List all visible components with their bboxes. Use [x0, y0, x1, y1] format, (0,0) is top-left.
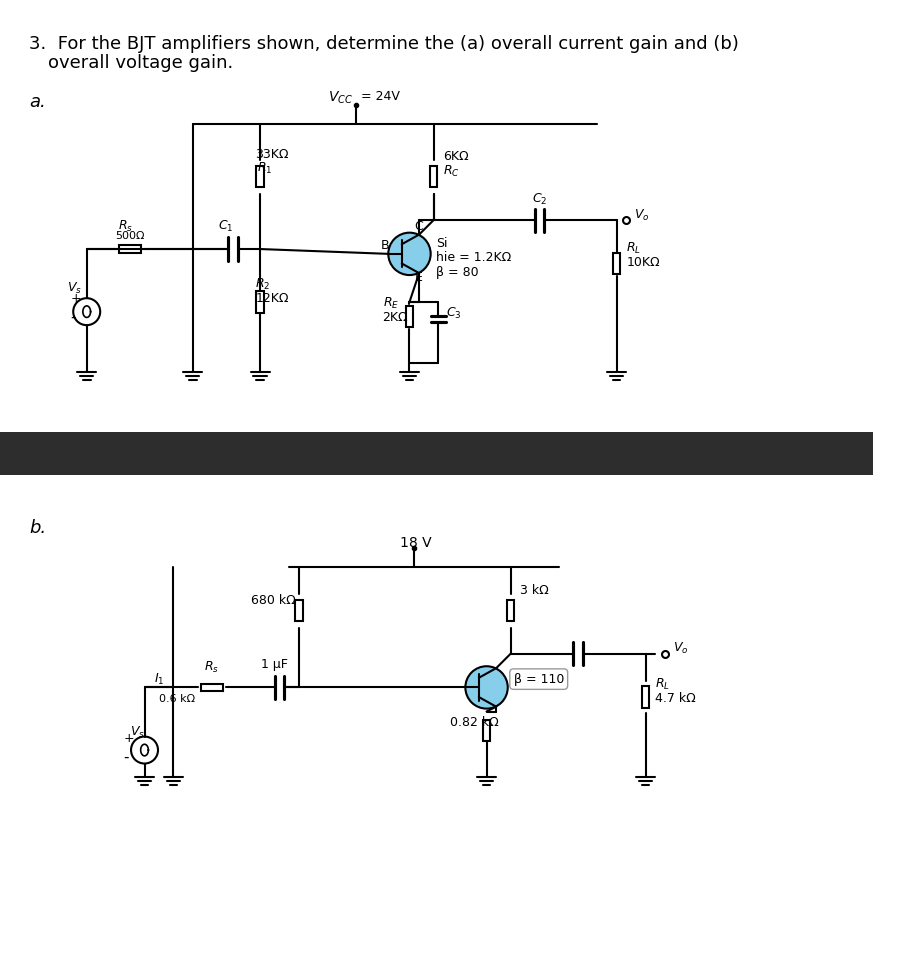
Text: $V_o$: $V_o$	[672, 642, 688, 656]
Text: 1 μF: 1 μF	[261, 658, 288, 671]
Bar	[294, 600, 303, 621]
Text: $R_s$: $R_s$	[118, 218, 133, 234]
Bar	[429, 166, 438, 187]
Text: C: C	[414, 219, 423, 233]
Text: overall voltage gain.: overall voltage gain.	[48, 55, 234, 72]
Text: 2KΩ: 2KΩ	[382, 311, 408, 325]
Text: $V_s$: $V_s$	[130, 724, 145, 740]
Text: $R_L$: $R_L$	[655, 677, 670, 691]
Text: $R_C$: $R_C$	[443, 164, 460, 179]
Text: $R_L$: $R_L$	[626, 241, 641, 256]
Bar	[201, 683, 223, 691]
Bar	[506, 600, 515, 621]
Text: 10KΩ: 10KΩ	[626, 256, 660, 269]
Bar	[0, 432, 872, 466]
Circle shape	[466, 666, 507, 709]
Text: 4.7 kΩ: 4.7 kΩ	[655, 692, 696, 705]
Text: 0.82 kΩ: 0.82 kΩ	[450, 716, 498, 729]
Bar	[641, 686, 650, 708]
Text: 18 V: 18 V	[400, 536, 431, 550]
Text: 3 kΩ: 3 kΩ	[520, 584, 549, 597]
Text: $V_o$: $V_o$	[634, 208, 650, 223]
Text: $C_3$: $C_3$	[446, 305, 462, 321]
Text: $I_1$: $I_1$	[154, 672, 165, 686]
Text: E: E	[414, 271, 422, 284]
Text: $V_s$: $V_s$	[67, 282, 82, 296]
Bar	[256, 292, 264, 313]
Text: $R_2$: $R_2$	[255, 277, 271, 292]
Text: $C_2$: $C_2$	[532, 192, 547, 207]
Bar	[612, 253, 621, 274]
Text: a.: a.	[29, 93, 45, 111]
Bar	[483, 721, 490, 741]
Bar	[120, 245, 140, 253]
Text: $R_E$: $R_E$	[382, 295, 399, 311]
Text: -: -	[123, 750, 129, 764]
Bar	[256, 166, 264, 187]
Text: Si: Si	[437, 237, 448, 251]
Text: 680 kΩ: 680 kΩ	[250, 594, 295, 606]
Text: $C_1$: $C_1$	[217, 218, 233, 234]
Text: +: +	[71, 292, 81, 305]
Text: -: -	[71, 309, 76, 325]
Text: $R_1$: $R_1$	[257, 161, 273, 176]
Text: = 24V: = 24V	[361, 90, 400, 103]
Text: 33KΩ: 33KΩ	[255, 147, 289, 161]
Text: 12KΩ: 12KΩ	[255, 292, 289, 305]
Text: β = 80: β = 80	[437, 266, 479, 279]
Text: b.: b.	[29, 519, 46, 537]
Text: $V_{CC}$: $V_{CC}$	[328, 90, 352, 106]
Text: 0.6 kΩ: 0.6 kΩ	[159, 694, 195, 704]
Text: $R_s$: $R_s$	[205, 660, 219, 675]
Text: 500Ω: 500Ω	[115, 231, 145, 242]
Text: B: B	[381, 239, 390, 253]
Text: β = 110: β = 110	[514, 673, 564, 685]
Circle shape	[389, 233, 430, 275]
Bar	[0, 432, 872, 476]
Text: hie = 1.2KΩ: hie = 1.2KΩ	[437, 251, 512, 263]
Text: 3.  For the BJT amplifiers shown, determine the (a) overall current gain and (b): 3. For the BJT amplifiers shown, determi…	[29, 35, 738, 54]
Bar	[406, 306, 413, 327]
Text: +: +	[123, 732, 134, 745]
Text: 6KΩ: 6KΩ	[443, 150, 468, 164]
